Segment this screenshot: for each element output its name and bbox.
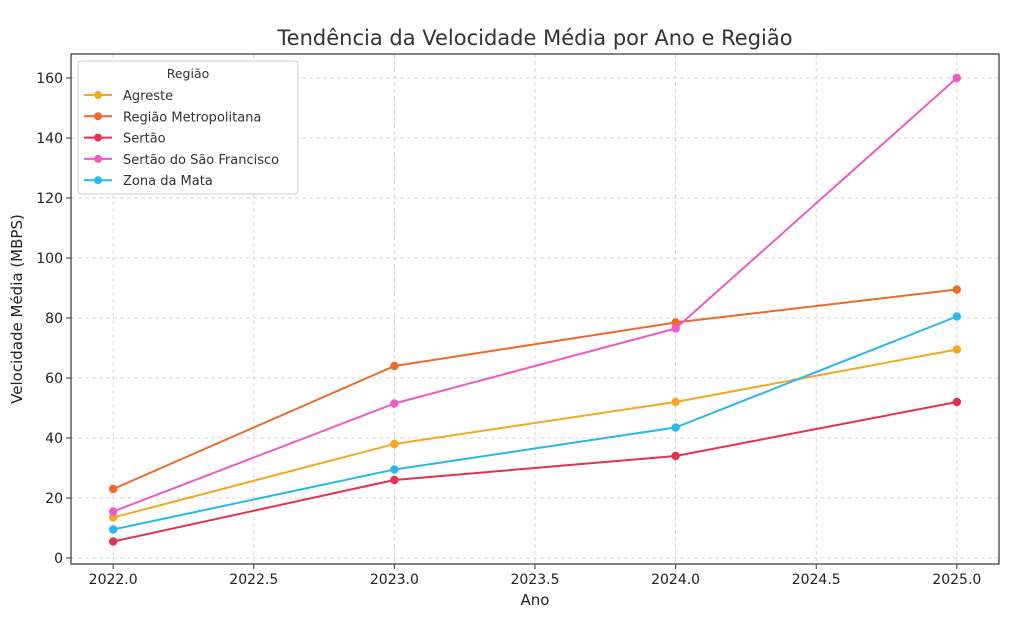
data-point: [390, 475, 399, 485]
x-tick-label: 2022.0: [89, 572, 138, 588]
data-point: [952, 312, 962, 321]
y-tick-label: 60: [45, 371, 63, 387]
legend-item: Zona da Mata: [84, 174, 213, 189]
y-axis-ticks: 0 20 40 60 80 100 120 140 160: [36, 71, 71, 567]
legend-label: Zona da Mata: [123, 174, 213, 189]
series-zona-da-mata: [108, 312, 962, 534]
legend-swatch-marker: [94, 154, 102, 163]
x-tick-label: 2022.5: [229, 572, 278, 588]
y-tick-label: 120: [36, 191, 63, 207]
legend-item: Sertão: [84, 132, 166, 147]
y-tick-label: 100: [36, 251, 63, 267]
data-point: [671, 397, 680, 407]
legend-label: Agreste: [123, 89, 173, 104]
legend-swatch-marker: [94, 91, 102, 99]
data-point: [108, 525, 118, 534]
legend-label: Região Metropolitana: [123, 110, 261, 125]
legend-label: Sertão do São Francisco: [123, 153, 279, 168]
series-agreste: [108, 345, 962, 522]
data-point: [671, 451, 680, 461]
legend-box: [77, 60, 299, 195]
data-point: [390, 361, 399, 371]
series-lines: [108, 73, 962, 546]
data-point: [390, 399, 399, 408]
legend-swatch-marker: [94, 112, 102, 121]
x-tick-label: 2025.0: [932, 572, 981, 588]
x-tick-label: 2023.5: [511, 572, 560, 588]
y-tick-label: 80: [45, 311, 63, 327]
data-point: [952, 345, 962, 354]
legend: Região Agreste Região Metropolitana Sertão…: [77, 60, 299, 195]
legend-title: Região: [167, 66, 210, 81]
data-point: [671, 324, 680, 333]
series-line: [112, 348, 958, 519]
x-axis-label: Ano: [521, 591, 550, 609]
data-point: [390, 465, 399, 474]
data-point: [390, 439, 399, 449]
series-sertão: [108, 397, 962, 546]
chart-title: Tendência da Velocidade Média por Ano e …: [276, 26, 792, 50]
series-line: [112, 77, 958, 513]
series-região-metropolitana: [108, 285, 962, 494]
data-point: [108, 484, 118, 494]
series-line: [112, 288, 957, 490]
legend-items: Agreste Região Metropolitana Sertão Sertão …: [84, 89, 279, 189]
data-point: [952, 285, 962, 294]
y-tick-label: 40: [45, 431, 63, 447]
data-point: [108, 513, 118, 522]
series-line: [112, 401, 958, 543]
x-tick-label: 2023.0: [370, 572, 419, 588]
legend-swatch-marker: [94, 133, 102, 142]
x-tick-label: 2024.0: [651, 572, 700, 588]
legend-label: Sertão: [123, 132, 166, 147]
data-point: [952, 397, 962, 407]
legend-item: Agreste: [84, 89, 173, 104]
y-tick-label: 20: [45, 491, 63, 507]
series-line: [112, 315, 958, 531]
y-tick-label: 140: [36, 131, 63, 147]
data-point: [671, 423, 680, 432]
x-axis-ticks: 2022.0 2022.5 2023.0 2023.5 2024.0 2024.5 2025…: [89, 564, 981, 588]
legend-swatch-marker: [94, 176, 102, 185]
data-point: [108, 537, 118, 546]
data-point: [952, 73, 962, 83]
legend-item: Região Metropolitana: [84, 110, 261, 125]
x-tick-label: 2024.5: [792, 572, 841, 588]
y-axis-label: Velocidade Média (MBPS): [8, 214, 26, 404]
legend-item: Sertão do São Francisco: [84, 153, 279, 168]
data-point: [108, 507, 118, 516]
data-point: [671, 318, 680, 327]
series-sertão-do-são-francisco: [108, 73, 962, 516]
y-tick-label: 0: [54, 551, 63, 567]
y-tick-label: 160: [36, 71, 63, 87]
